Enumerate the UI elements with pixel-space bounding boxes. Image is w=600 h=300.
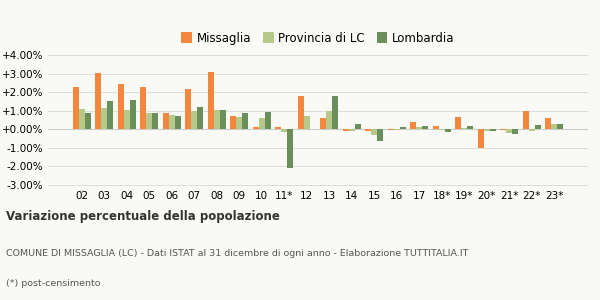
Bar (355, 124, 361, 129)
Bar (124, 110, 130, 129)
Text: COMUNE DI MISSAGLIA (LC) - Dati ISTAT al 31 dicembre di ogni anno - Elaborazione: COMUNE DI MISSAGLIA (LC) - Dati ISTAT al… (6, 249, 469, 258)
Bar (85, 113, 91, 129)
Legend: Missaglia, Provincia di LC, Lombardia: Missaglia, Provincia di LC, Lombardia (176, 27, 460, 49)
Bar (467, 126, 473, 129)
Bar (535, 124, 541, 129)
Bar (191, 110, 197, 129)
Bar (230, 116, 236, 129)
Bar (208, 72, 214, 129)
Bar (557, 124, 563, 129)
Bar (242, 112, 248, 129)
Bar (371, 129, 377, 134)
Bar (365, 129, 371, 131)
Bar (326, 111, 332, 129)
Bar (220, 110, 226, 129)
Bar (140, 87, 146, 129)
Bar (298, 96, 304, 129)
Bar (551, 124, 557, 129)
Text: Variazione percentuale della popolazione: Variazione percentuale della popolazione (6, 210, 280, 223)
Bar (433, 126, 439, 129)
Bar (169, 116, 175, 129)
Bar (236, 117, 242, 129)
Bar (394, 129, 400, 130)
Bar (343, 129, 349, 130)
Bar (490, 129, 496, 131)
Bar (275, 127, 281, 129)
Bar (545, 118, 551, 129)
Bar (416, 127, 422, 129)
Bar (332, 96, 338, 129)
Bar (130, 100, 136, 129)
Bar (422, 126, 428, 129)
Bar (445, 129, 451, 132)
Bar (197, 107, 203, 129)
Bar (388, 129, 394, 130)
Bar (506, 129, 512, 133)
Bar (523, 111, 529, 129)
Bar (400, 128, 406, 129)
Bar (185, 89, 191, 129)
Bar (349, 129, 355, 130)
Bar (304, 116, 310, 129)
Bar (455, 117, 461, 129)
Bar (377, 129, 383, 141)
Bar (175, 116, 181, 129)
Bar (265, 112, 271, 129)
Bar (529, 129, 535, 131)
Bar (95, 73, 101, 129)
Bar (107, 101, 113, 129)
Text: (*) post-censimento: (*) post-censimento (6, 279, 101, 288)
Bar (214, 110, 220, 129)
Bar (410, 122, 416, 129)
Bar (478, 129, 484, 148)
Bar (320, 118, 326, 129)
Bar (152, 113, 158, 129)
Bar (146, 112, 152, 129)
Bar (253, 128, 259, 129)
Bar (259, 118, 265, 129)
Bar (281, 129, 287, 132)
Bar (163, 113, 169, 129)
Bar (73, 88, 79, 129)
Bar (461, 128, 467, 129)
Bar (79, 109, 85, 129)
Bar (118, 84, 124, 129)
Bar (439, 129, 445, 130)
Bar (512, 129, 518, 134)
Bar (101, 108, 107, 129)
Bar (287, 129, 293, 168)
Bar (484, 129, 490, 131)
Bar (500, 129, 506, 130)
